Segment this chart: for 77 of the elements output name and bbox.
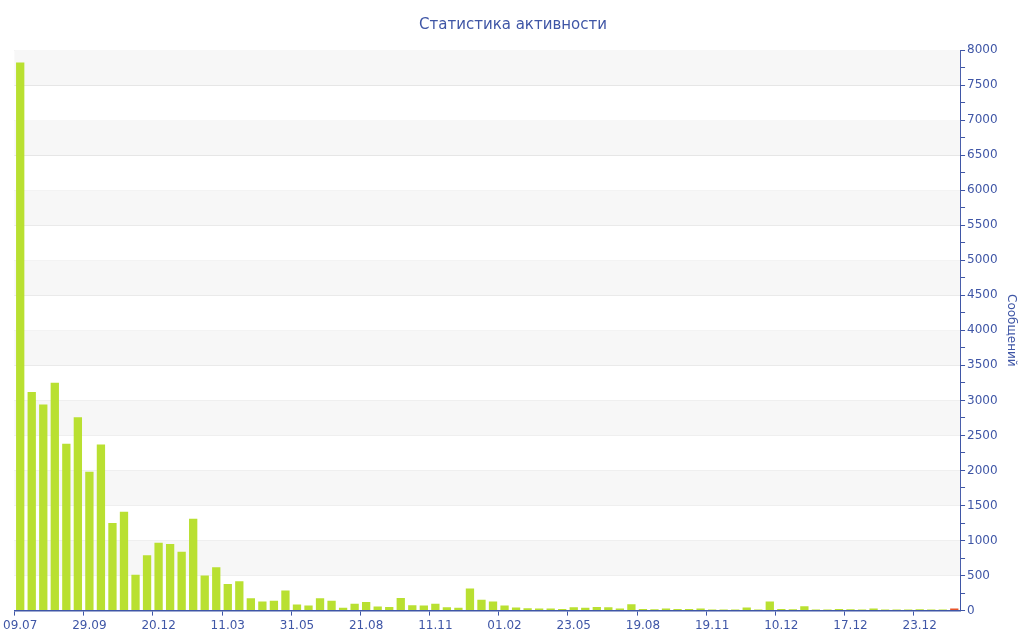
- bar: [39, 404, 48, 611]
- y-axis-title: Сообщений: [1004, 294, 1019, 367]
- y-tick-label: 6500: [967, 147, 998, 162]
- bar: [235, 581, 244, 611]
- bar: [350, 603, 359, 611]
- x-tick-label: 01.02: [487, 617, 522, 632]
- y-tick-label: 4500: [967, 287, 998, 302]
- bar: [500, 605, 509, 611]
- bar: [119, 511, 129, 611]
- y-tick-label: 1500: [967, 497, 998, 512]
- bar: [189, 518, 198, 611]
- y-tick-label: 8000: [967, 42, 998, 57]
- bar: [165, 544, 175, 611]
- x-tick-label: 23.12: [902, 617, 937, 632]
- x-tick-label: 09.07: [3, 617, 38, 632]
- bar: [177, 551, 186, 611]
- bar: [362, 602, 371, 611]
- chart-title: Статистика активности: [419, 14, 607, 33]
- bar: [27, 391, 36, 611]
- bar: [477, 599, 486, 611]
- bar: [200, 575, 209, 611]
- bar: [85, 471, 94, 611]
- bar: [765, 601, 774, 611]
- x-tick-label: 20.12: [141, 617, 176, 632]
- bar: [454, 607, 463, 611]
- x-tick-label: 17.12: [833, 617, 868, 632]
- y-tick-label: 6000: [967, 182, 998, 197]
- x-tick-label: 31.05: [279, 617, 315, 632]
- bar: [16, 62, 25, 611]
- y-tick-label: 4000: [967, 322, 998, 337]
- bar: [223, 583, 232, 611]
- bar: [304, 605, 313, 611]
- bar: [800, 606, 809, 611]
- bar: [108, 523, 117, 611]
- x-tick-label: 29.09: [72, 617, 107, 632]
- x-tick-label: 21.08: [348, 617, 384, 632]
- bar: [73, 417, 83, 611]
- y-tick-label: 7500: [967, 77, 998, 92]
- bar: [62, 443, 71, 611]
- bar: [431, 603, 440, 611]
- y-tick-label: 2500: [967, 427, 998, 442]
- bar: [442, 607, 452, 611]
- bar: [465, 588, 475, 611]
- bar: [419, 605, 428, 611]
- bar: [408, 605, 417, 611]
- y-tick-label: 1000: [967, 532, 998, 547]
- bar: [627, 604, 636, 611]
- y-tick-label: 500: [967, 567, 990, 582]
- bar: [604, 607, 613, 611]
- x-tick-label: 11.11: [418, 617, 453, 632]
- bar: [50, 382, 59, 611]
- bar: [315, 598, 325, 611]
- y-tick-label: 3500: [967, 357, 998, 372]
- bar: [212, 567, 221, 611]
- x-tick-label: 19.08: [625, 617, 661, 632]
- bar: [142, 555, 152, 611]
- bar: [488, 601, 498, 611]
- bar: [327, 600, 336, 611]
- x-tick-label: 11.03: [210, 617, 245, 632]
- y-tick-label: 3000: [967, 392, 998, 407]
- bar: [269, 600, 279, 611]
- bar: [569, 607, 578, 611]
- bar: [396, 597, 405, 611]
- bar: [281, 590, 290, 611]
- x-tick-label: 19.11: [694, 617, 730, 632]
- y-tick-label: 2000: [967, 462, 998, 477]
- bar: [131, 574, 140, 611]
- x-tick-label: 10.12: [764, 617, 799, 632]
- bar: [258, 601, 267, 611]
- y-tick-label: 0: [967, 602, 975, 617]
- bar: [154, 542, 163, 611]
- bar: [246, 598, 255, 611]
- x-tick-label: 23.05: [556, 617, 591, 632]
- y-tick-label: 5500: [967, 217, 998, 232]
- y-tick-label: 5000: [967, 252, 998, 267]
- bar: [96, 444, 106, 611]
- y-tick-label: 7000: [967, 112, 998, 127]
